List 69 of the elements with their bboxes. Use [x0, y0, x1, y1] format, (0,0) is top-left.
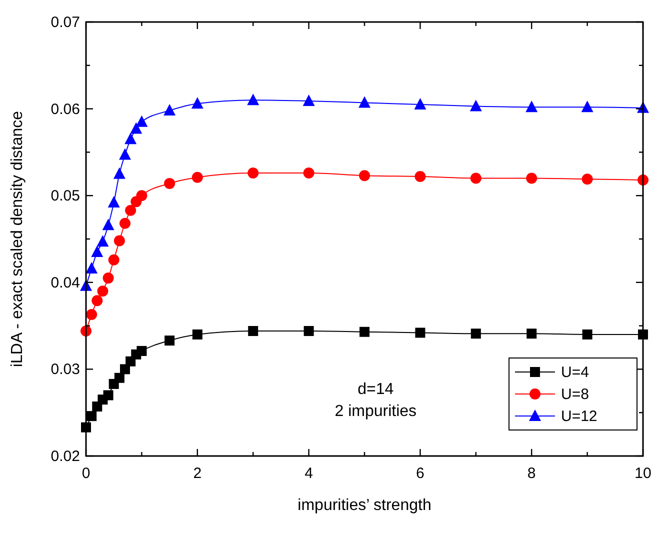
point [113, 167, 126, 179]
point [86, 309, 98, 320]
point [526, 100, 538, 112]
point [415, 328, 426, 338]
point [86, 411, 97, 422]
point [191, 97, 204, 109]
y-tick-label: 0.02 [50, 448, 80, 465]
point [130, 122, 142, 134]
point [304, 326, 314, 336]
point [164, 104, 176, 116]
point [103, 390, 114, 400]
point [526, 328, 537, 339]
x-tick-label: 2 [193, 465, 202, 482]
legend-label: U=4 [561, 364, 589, 381]
point [125, 204, 136, 216]
point [470, 328, 481, 339]
legend-label: U=12 [561, 408, 598, 425]
point [248, 326, 258, 336]
point [247, 94, 260, 106]
point [102, 272, 114, 284]
x-tick-label: 4 [304, 465, 313, 482]
y-tick-label: 0.05 [50, 188, 80, 205]
point [414, 171, 426, 182]
point [114, 372, 124, 383]
point [118, 148, 131, 160]
legend-label: U=8 [561, 386, 589, 403]
point [136, 115, 148, 127]
point [414, 98, 426, 110]
point [581, 100, 594, 112]
point [102, 218, 114, 230]
point [164, 336, 175, 346]
x-tick-label: 0 [82, 465, 90, 482]
point [526, 172, 538, 184]
point [97, 286, 108, 297]
point [114, 235, 125, 246]
point [248, 168, 259, 179]
y-tick-label: 0.07 [50, 14, 80, 31]
point [96, 235, 109, 247]
y-tick-label: 0.06 [50, 100, 80, 118]
y-axis-title: iLDA - exact scaled density distance [9, 110, 26, 368]
point [192, 329, 202, 340]
y-tick-label: 0.04 [50, 274, 80, 292]
point [302, 94, 315, 106]
point [582, 174, 593, 185]
point [108, 254, 120, 266]
point [136, 190, 148, 202]
point [470, 172, 482, 184]
point [470, 100, 482, 112]
point [582, 329, 592, 340]
point [360, 326, 370, 337]
x-tick-label: 8 [527, 465, 536, 482]
point [136, 346, 147, 356]
point [359, 170, 370, 182]
x-tick-label: 6 [416, 465, 424, 482]
point [108, 196, 120, 208]
point [192, 172, 203, 183]
point [86, 262, 98, 274]
point [164, 178, 176, 189]
annotation: 2 impurities [334, 403, 417, 420]
point [91, 246, 104, 258]
x-axis-title: impurities’ strength [298, 497, 432, 514]
point [358, 96, 370, 108]
annotation: d=14 [358, 381, 394, 398]
x-tick-label: 10 [634, 465, 651, 482]
point [124, 132, 137, 144]
point [92, 295, 103, 306]
point [119, 218, 130, 229]
y-tick-label: 0.03 [50, 361, 80, 378]
point [303, 168, 314, 179]
